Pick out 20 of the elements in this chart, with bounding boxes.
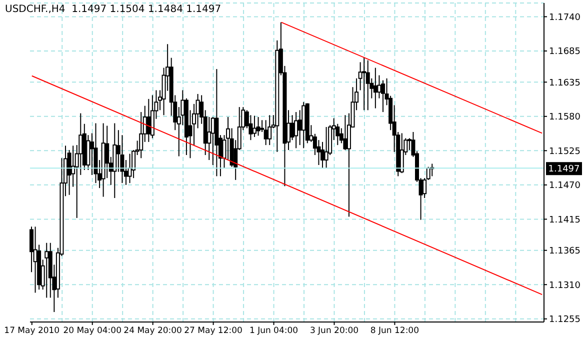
- x-tick-label: 8 Jun 12:00: [370, 326, 420, 336]
- y-tick-label: 1.1525: [549, 146, 580, 157]
- y-tick-label: 1.1580: [549, 112, 581, 123]
- candlestick: [362, 57, 366, 110]
- x-tick-label: 20 May 04:00: [63, 326, 122, 336]
- chart-title: USDCHF.,H4 1.1497 1.1504 1.1484 1.1497: [5, 4, 222, 15]
- y-tick-label: 1.1310: [549, 280, 581, 291]
- x-tick-label: 24 May 20:00: [124, 326, 182, 336]
- y-tick-label: 1.1255: [549, 315, 580, 326]
- y-tick-label: 1.1470: [549, 181, 581, 192]
- x-tick-label: 27 May 12:00: [184, 326, 242, 336]
- y-tick-label: 1.1365: [549, 246, 580, 257]
- y-tick-label: 1.1685: [549, 47, 580, 58]
- x-tick-label: 3 Jun 20:00: [310, 326, 359, 336]
- y-tick-label: 1.1635: [549, 78, 580, 88]
- x-tick-label: 17 May 2010: [4, 326, 60, 336]
- x-tick-label: 1 Jun 04:00: [249, 326, 298, 336]
- y-tick-label: 1.1740: [549, 12, 581, 23]
- y-tick-label: 1.1415: [549, 215, 580, 226]
- ref-line-label: 1.1497: [548, 164, 580, 175]
